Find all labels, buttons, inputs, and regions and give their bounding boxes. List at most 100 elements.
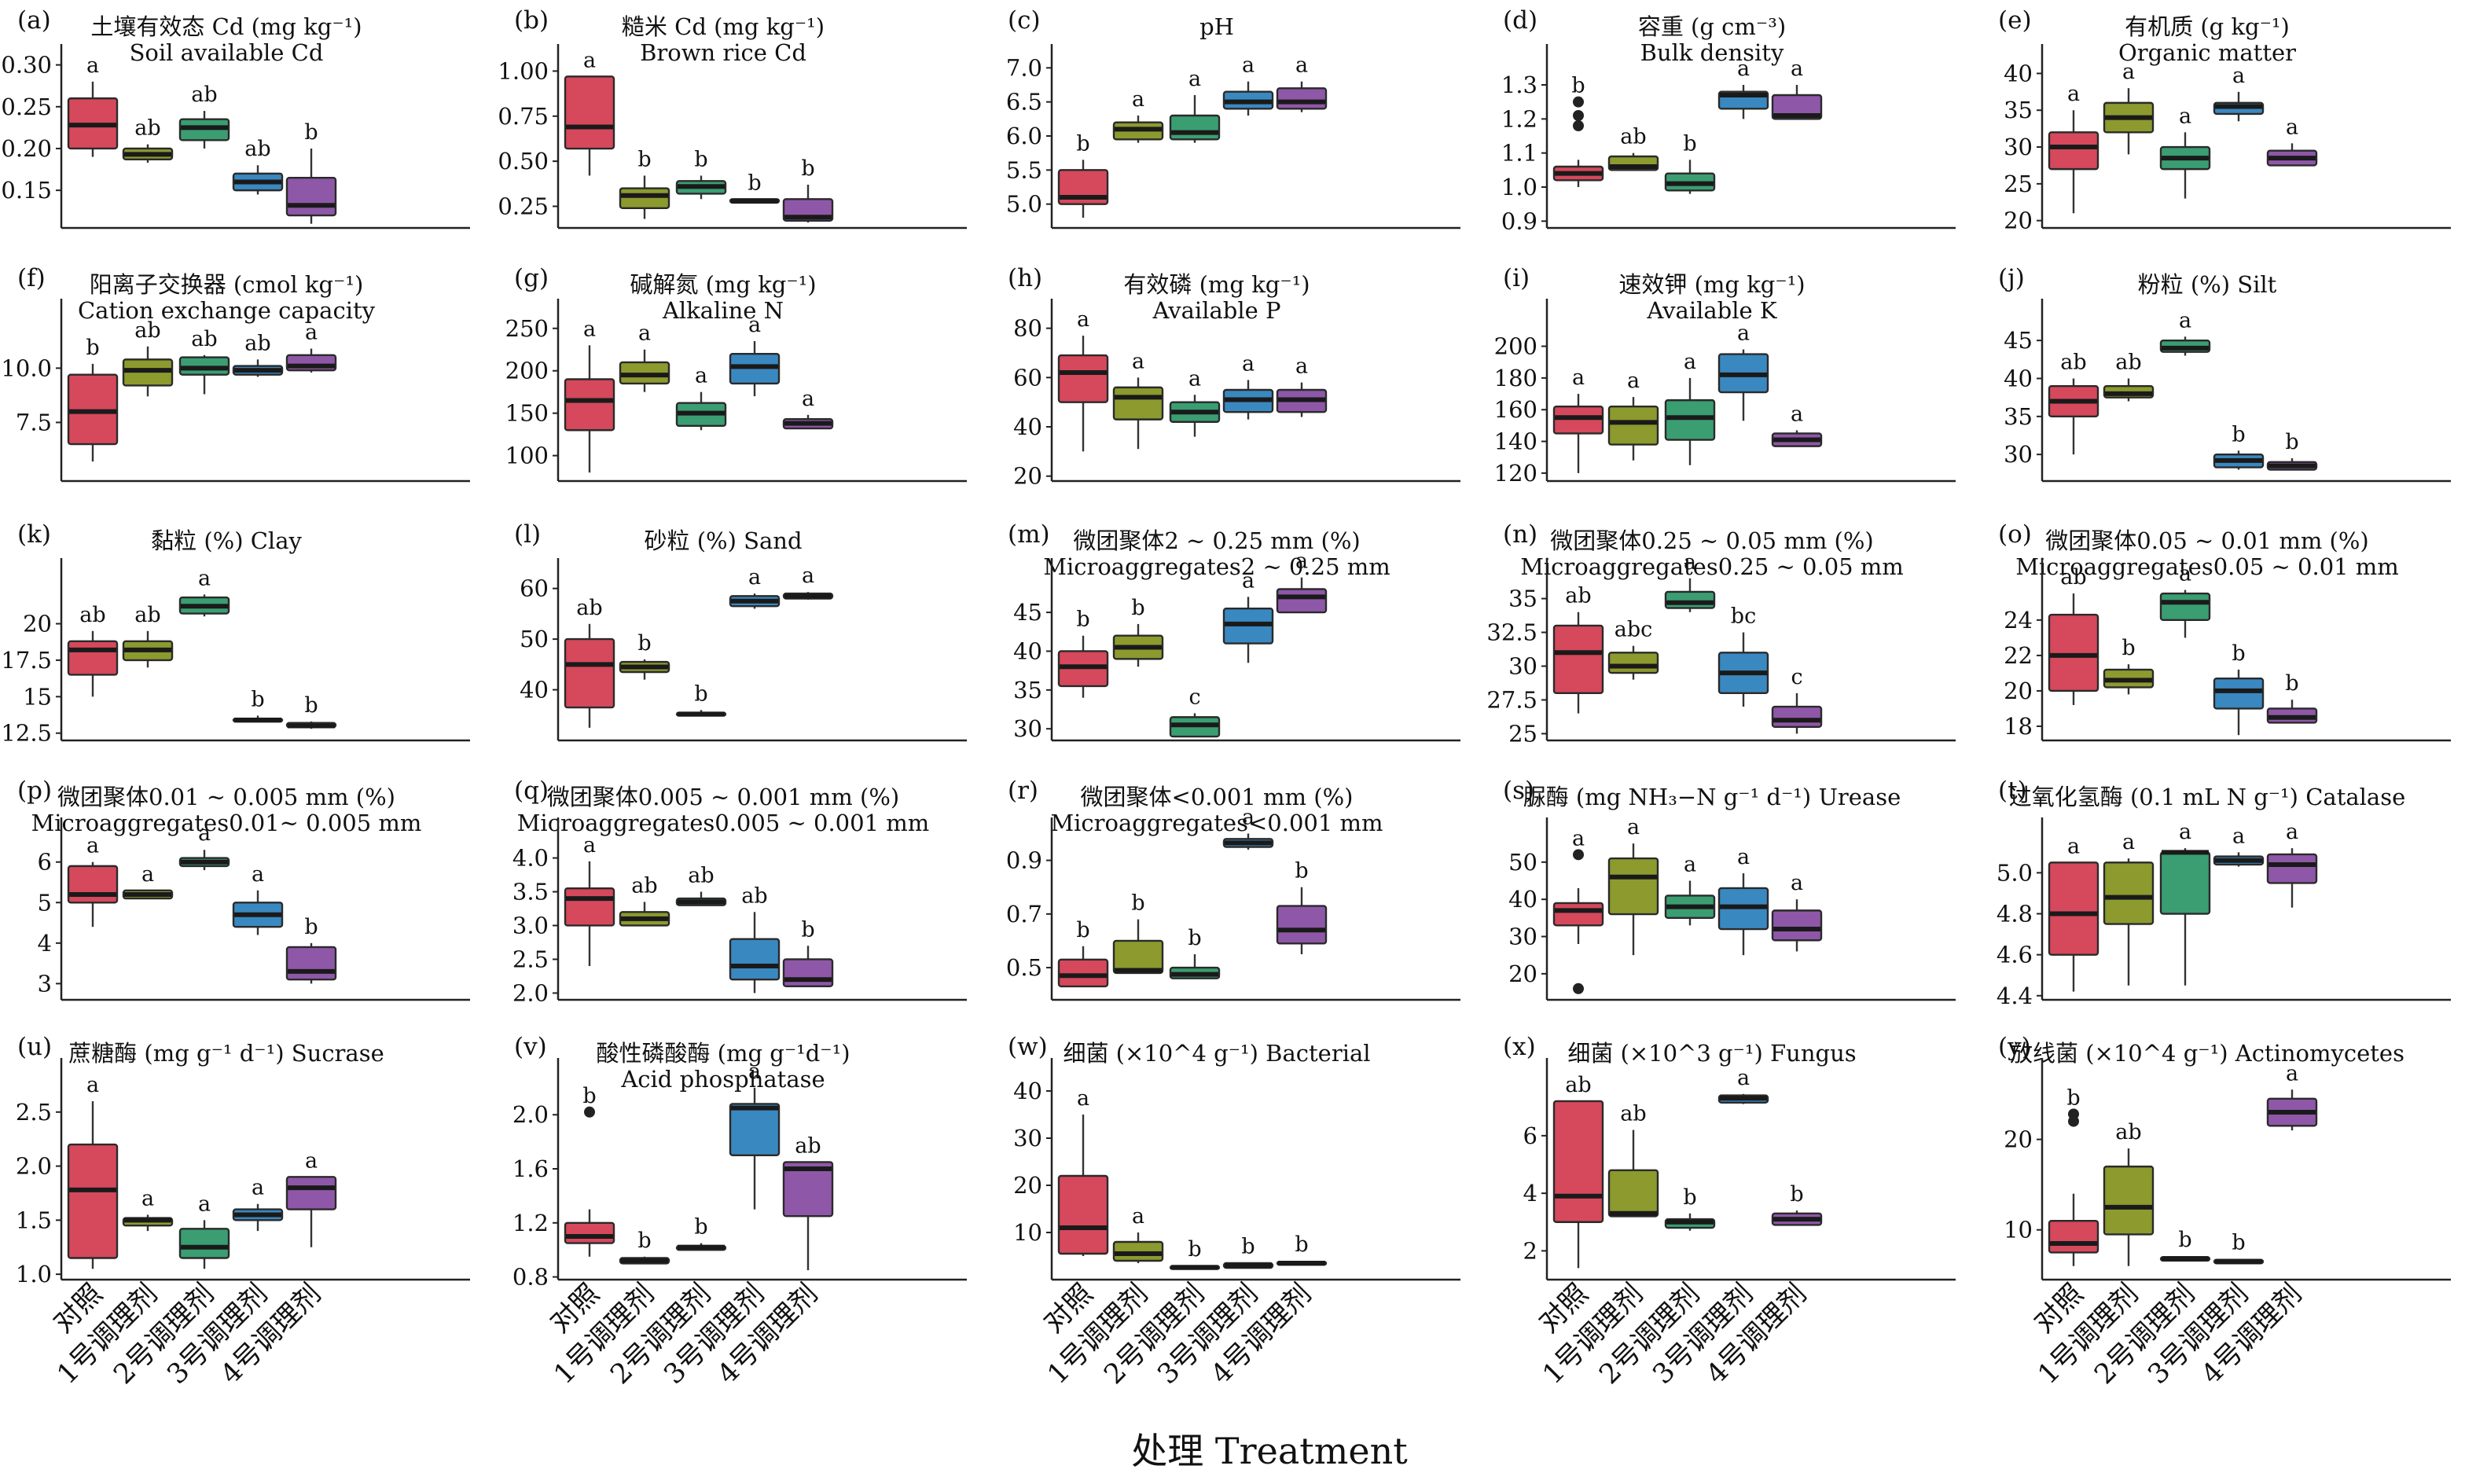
- significance-letter: b: [2232, 1231, 2245, 1255]
- box-1: [2048, 1219, 2099, 1254]
- significance-letter: b: [86, 336, 99, 360]
- significance-letter: b: [1571, 74, 1585, 98]
- panel-label: (m): [1008, 520, 1050, 549]
- y-tick-label: 35: [1508, 586, 1537, 612]
- significance-letter: a: [2122, 60, 2135, 84]
- outlier-point: [1573, 983, 1584, 994]
- panel-w: (w) 细菌 (×10^4 g⁻¹) Bacterial 10 20 30 40 a a b b b: [1008, 1033, 1460, 1281]
- significance-letter: ab: [2115, 351, 2141, 375]
- significance-letter: b: [1188, 926, 1201, 950]
- significance-letter: b: [2285, 671, 2298, 696]
- panel-title: 微团聚体0.05 ~ 0.01 mm (%): [2045, 527, 2369, 554]
- y-tick-label: 1.2: [512, 1210, 549, 1236]
- significance-letter: a: [1077, 307, 1089, 332]
- significance-letter: b: [2232, 422, 2245, 446]
- box-3: [1169, 114, 1221, 141]
- outlier-point: [1573, 110, 1584, 121]
- significance-letter: a: [1627, 369, 1640, 393]
- panel-label: (u): [17, 1033, 52, 1061]
- y-tick-label: 30: [1508, 924, 1537, 950]
- box-1: [2048, 613, 2099, 692]
- panel-e: (e) 有机质 (g kg⁻¹)Organic matter 20 25 30 35 40 a…: [1998, 6, 2451, 234]
- panel-title: Bulk density: [1640, 39, 1784, 66]
- y-tick-label: 40: [520, 677, 549, 703]
- panel-title: Organic matter: [2118, 39, 2296, 66]
- significance-letter: b: [1131, 596, 1144, 620]
- y-tick-label: 1.1: [1501, 140, 1537, 167]
- y-tick-label: 10: [1013, 1219, 1042, 1246]
- significance-letter: a: [748, 313, 761, 337]
- y-tick-label: 30: [1013, 715, 1042, 742]
- significance-letter: b: [582, 1084, 596, 1108]
- significance-letter: a: [802, 564, 814, 588]
- significance-letter: ab: [1565, 1073, 1591, 1097]
- significance-letter: ab: [795, 1133, 821, 1158]
- significance-letter: a: [2179, 562, 2191, 586]
- significance-letter: a: [1242, 351, 1255, 376]
- panel-label: (t): [1998, 777, 2027, 805]
- y-tick-label: 45: [2004, 327, 2033, 354]
- panel-label: (d): [1503, 6, 1537, 35]
- panel-title: 微团聚体<0.001 mm (%): [1081, 784, 1354, 810]
- significance-letter: a: [1132, 87, 1144, 112]
- significance-letter: b: [1295, 859, 1308, 883]
- y-tick-label: 3.5: [512, 879, 549, 905]
- box-3: [178, 1228, 230, 1259]
- y-tick-label: 50: [520, 626, 549, 652]
- significance-letter: a: [802, 387, 814, 411]
- significance-letter: a: [1791, 57, 1803, 81]
- box-5: [285, 946, 337, 981]
- y-tick-label: 40: [2004, 60, 2033, 86]
- panel-label: (a): [17, 6, 51, 35]
- significance-letter: b: [1131, 891, 1144, 916]
- y-tick-label: 5.0: [1997, 859, 2033, 886]
- y-tick-label: 20: [1508, 961, 1537, 987]
- y-tick-label: 1.6: [512, 1155, 549, 1182]
- significance-letter: a: [638, 321, 651, 346]
- significance-letter: abc: [1615, 618, 1653, 642]
- significance-letter: a: [1627, 815, 1640, 839]
- panel-label: (q): [514, 777, 549, 805]
- y-tick-label: 25: [2004, 171, 2033, 197]
- significance-letter: ab: [2060, 351, 2086, 375]
- box-2: [2103, 1165, 2155, 1236]
- significance-letter: a: [1684, 350, 1696, 374]
- y-tick-label: 1.0: [1501, 174, 1537, 200]
- significance-letter: b: [304, 915, 318, 939]
- y-tick-label: 0.5: [1006, 954, 1042, 981]
- y-tick-label: 20: [23, 611, 52, 637]
- y-tick-label: 10.0: [1, 354, 52, 381]
- box-5: [1276, 87, 1328, 110]
- box-5: [1771, 705, 1823, 729]
- box-4: [729, 938, 781, 981]
- y-tick-label: 18: [2004, 713, 2033, 740]
- significance-letter: a: [198, 821, 211, 846]
- panel-g: (g) 碱解氮 (mg kg⁻¹)Alkaline N 100 150 200 250 a a…: [505, 264, 967, 483]
- significance-letter: a: [1188, 67, 1201, 91]
- outlier-point: [1573, 120, 1584, 131]
- y-tick-label: 32.5: [1486, 619, 1537, 646]
- y-tick-label: 25: [1508, 720, 1537, 747]
- significance-letter: b: [694, 1215, 707, 1240]
- box-5: [1276, 588, 1328, 614]
- significance-letter: ab: [134, 116, 160, 141]
- y-tick-label: 40: [2004, 365, 2033, 392]
- panel-p: (p) 微团聚体0.01 ~ 0.005 mm (%)Microaggregate…: [17, 777, 470, 1001]
- box-1: [564, 1221, 615, 1244]
- box-5: [1771, 909, 1823, 942]
- significance-letter: a: [748, 1060, 761, 1084]
- significance-letter: b: [1076, 131, 1089, 156]
- box-2: [1112, 386, 1164, 421]
- panel-title: pH: [1199, 13, 1234, 40]
- box-4: [2213, 677, 2265, 710]
- significance-letter: a: [1791, 402, 1803, 426]
- significance-letter: b: [694, 681, 707, 706]
- box-2: [619, 187, 670, 209]
- significance-letter: ab: [1620, 1102, 1646, 1126]
- significance-letter: b: [1076, 608, 1089, 632]
- panel-title: 细菌 (×10^3 g⁻¹) Fungus: [1567, 1040, 1856, 1067]
- y-tick-label: 1.0: [16, 1261, 52, 1287]
- significance-letter: a: [1077, 1086, 1089, 1111]
- panel-f: (f) 阳离子交换器 (cmol kg⁻¹)Cation exchange cap…: [1, 264, 470, 483]
- y-tick-label: 150: [505, 400, 549, 427]
